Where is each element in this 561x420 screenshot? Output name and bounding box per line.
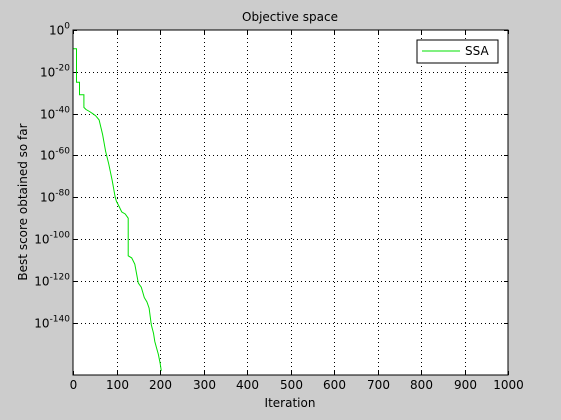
x-tick-label: 300	[193, 378, 216, 392]
x-tick-label: 600	[323, 378, 346, 392]
x-tick-label: 0	[70, 378, 78, 392]
series-lines	[73, 48, 162, 371]
x-tick-label: 100	[106, 378, 129, 392]
axis-ticks: 0 100 200 300 400 500 600 700 800 900 1000 100 10-20…	[34, 22, 523, 393]
x-axis-label: Iteration	[265, 396, 316, 410]
x-tick-label: 900	[454, 378, 477, 392]
x-tick-label: 400	[236, 378, 259, 392]
y-tick-label: 10-40	[40, 106, 70, 122]
x-tick-label: 200	[149, 378, 172, 392]
y-tick-label: 10-20	[40, 64, 70, 80]
y-axis-label: Best score obtained so far	[16, 123, 30, 280]
y-tick-label: 10-140	[34, 315, 70, 331]
y-tick-label: 10-100	[34, 231, 70, 247]
legend-label-ssa: SSA	[465, 44, 489, 58]
chart-title: Objective space	[242, 10, 338, 24]
plot-area	[72, 29, 509, 376]
x-tick-label: 800	[410, 378, 433, 392]
legend: SSA	[416, 39, 499, 64]
y-tick-label: 10-120	[34, 273, 70, 289]
y-tick-label: 100	[49, 22, 70, 38]
series-line-ssa	[73, 48, 162, 371]
y-tick-label: 10-80	[40, 189, 70, 205]
x-tick-label: 500	[280, 378, 303, 392]
x-tick-label: 700	[367, 378, 390, 392]
y-tick-label: 10-60	[40, 147, 70, 163]
x-tick-label: 1000	[493, 378, 524, 392]
